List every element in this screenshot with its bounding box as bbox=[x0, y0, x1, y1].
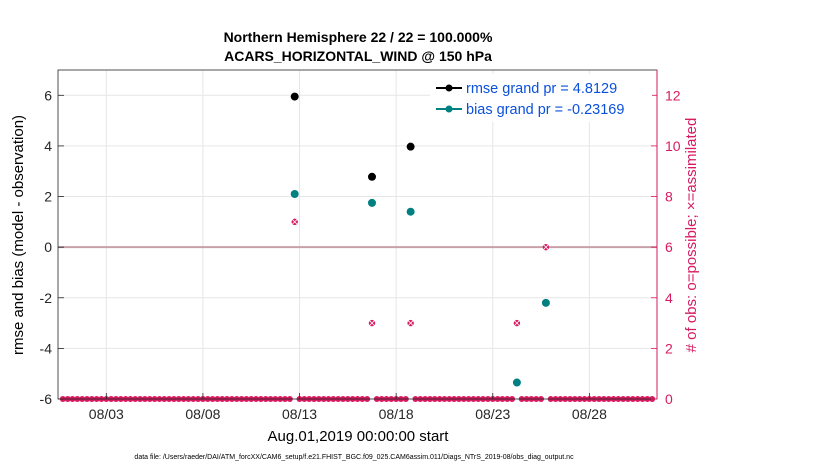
legend-bias-label: bias grand pr = -0.23169 bbox=[466, 102, 624, 118]
y-tick-label: -6 bbox=[40, 391, 53, 407]
legend: rmse grand pr = 4.8129 bias grand pr = -… bbox=[430, 74, 652, 122]
data-file-footer: data file: /Users/raeder/DAI/ATM_forcXX/… bbox=[134, 454, 574, 461]
plot-area bbox=[58, 75, 657, 402]
y-tick-label: 2 bbox=[44, 189, 52, 205]
y2-axis-label: # of obs: o=possible; ×=assimilated bbox=[683, 118, 700, 353]
bias-point bbox=[367, 198, 376, 207]
legend-box bbox=[430, 74, 652, 122]
obs-count-cross bbox=[369, 320, 375, 326]
y2-tick-label: 0 bbox=[665, 391, 673, 407]
obs-count-cross bbox=[407, 320, 414, 326]
x-tick-label: 08/03 bbox=[89, 406, 124, 422]
obs-count-cross bbox=[292, 219, 298, 225]
rmse-point bbox=[367, 172, 376, 181]
rmse-point bbox=[290, 92, 299, 101]
y2-tick-label: 8 bbox=[665, 189, 673, 205]
axes: 08/03 08/08 08/13 08/18 08/23 08/28 -6 -4 -2 0 2 4 6… bbox=[40, 69, 681, 422]
chart-title-line2: ACARS_HORIZONTAL_WIND @ 150 hPa bbox=[224, 48, 492, 64]
rmse-point bbox=[406, 142, 415, 151]
x-tick-label: 08/28 bbox=[572, 406, 607, 422]
bias-point bbox=[541, 298, 550, 307]
bias-point bbox=[290, 190, 299, 199]
legend-rmse-label: rmse grand pr = 4.8129 bbox=[466, 81, 617, 97]
x-tick-label: 08/08 bbox=[185, 406, 220, 422]
obs-count-cross bbox=[514, 320, 520, 326]
y2-tick-label: 4 bbox=[665, 290, 673, 306]
y2-tick-label: 6 bbox=[665, 239, 673, 255]
chart-title-line1: Northern Hemisphere 22 / 22 = 100.000% bbox=[224, 29, 493, 45]
x-tick-label: 08/23 bbox=[475, 406, 510, 422]
bias-point bbox=[406, 207, 415, 216]
x-tick-label: 08/13 bbox=[282, 406, 317, 422]
x-tick-label: 08/18 bbox=[379, 406, 414, 422]
bias-point bbox=[512, 378, 521, 387]
y2-tick-label: 2 bbox=[665, 340, 673, 356]
legend-bias-marker bbox=[445, 105, 453, 113]
y-tick-label: 6 bbox=[44, 87, 52, 103]
obs-count-cross bbox=[543, 244, 549, 250]
y-tick-label: -2 bbox=[40, 290, 53, 306]
y2-tick-label: 10 bbox=[665, 138, 681, 154]
y-tick-label: -4 bbox=[40, 340, 53, 356]
y-tick-label: 4 bbox=[44, 138, 52, 154]
x-axis-label: Aug.01,2019 00:00:00 start bbox=[268, 428, 450, 445]
y2-tick-label: 12 bbox=[665, 87, 681, 103]
y-tick-label: 0 bbox=[44, 239, 52, 255]
legend-rmse-marker bbox=[445, 84, 453, 92]
y-axis-label: rmse and bias (model - observation) bbox=[10, 115, 27, 355]
